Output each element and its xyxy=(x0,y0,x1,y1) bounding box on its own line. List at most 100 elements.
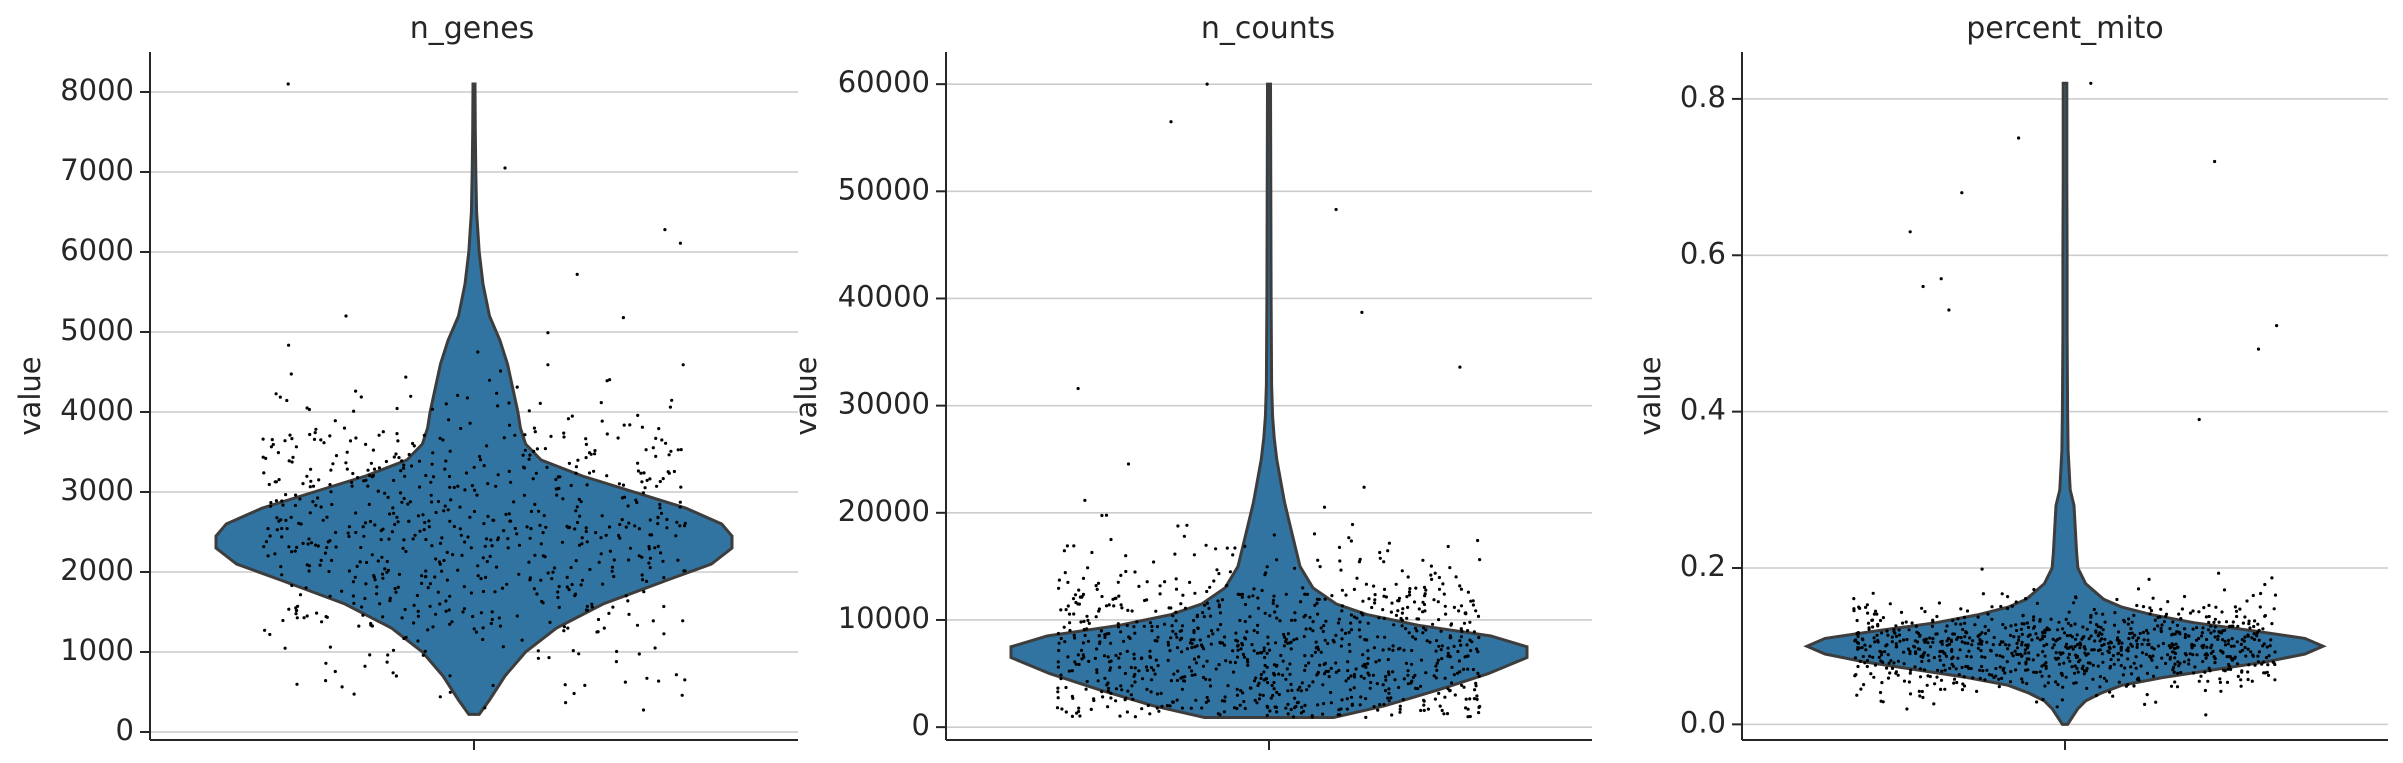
data-point xyxy=(1410,662,1414,666)
data-point xyxy=(1099,629,1103,633)
data-point xyxy=(2240,670,2244,674)
data-point xyxy=(340,685,344,689)
data-point xyxy=(1921,695,1925,700)
data-point xyxy=(399,469,403,473)
data-point xyxy=(2011,654,2015,658)
data-point xyxy=(2117,680,2121,684)
data-point xyxy=(2061,685,2065,689)
data-point xyxy=(1990,673,1994,677)
data-point xyxy=(1951,619,1955,623)
data-point xyxy=(2154,700,2158,704)
data-point xyxy=(1475,694,1479,698)
data-point xyxy=(544,525,548,529)
data-point xyxy=(1118,652,1122,656)
data-point xyxy=(2089,613,2093,618)
data-point xyxy=(1129,693,1133,697)
data-point xyxy=(567,588,571,592)
data-point xyxy=(1243,544,1247,549)
data-point xyxy=(2010,604,2014,608)
data-point xyxy=(1875,633,1879,637)
data-point xyxy=(578,514,582,518)
data-point xyxy=(285,398,289,403)
data-point xyxy=(1346,676,1351,680)
data-point xyxy=(1939,640,1943,644)
data-point xyxy=(2007,643,2011,647)
data-point xyxy=(2089,81,2093,85)
data-point xyxy=(2088,620,2093,624)
data-point xyxy=(1421,558,1425,562)
data-point xyxy=(446,508,450,512)
data-point xyxy=(2008,633,2013,638)
data-point xyxy=(1275,616,1279,620)
data-point xyxy=(2209,646,2213,650)
data-point xyxy=(2273,650,2277,654)
data-point xyxy=(1435,668,1439,673)
data-point xyxy=(284,493,288,497)
data-point xyxy=(291,455,295,459)
data-point xyxy=(1139,656,1143,661)
data-point xyxy=(1367,597,1371,601)
data-point xyxy=(448,449,452,453)
data-point xyxy=(324,679,328,683)
data-point xyxy=(1278,619,1282,623)
data-point xyxy=(392,478,396,482)
data-point xyxy=(1954,667,1958,671)
data-point xyxy=(678,505,682,509)
data-point xyxy=(2231,620,2235,624)
data-point xyxy=(1983,624,1987,629)
data-point xyxy=(1265,651,1269,656)
data-point xyxy=(1434,649,1438,653)
data-point xyxy=(1407,590,1412,594)
data-point xyxy=(536,656,541,660)
data-point xyxy=(2044,661,2048,665)
data-point xyxy=(1381,683,1385,687)
data-point xyxy=(1169,679,1173,683)
data-point xyxy=(1361,653,1365,657)
data-point xyxy=(1145,580,1149,584)
data-point xyxy=(472,627,476,631)
data-point xyxy=(2195,626,2199,630)
data-point xyxy=(2020,677,2024,681)
data-point xyxy=(2232,644,2236,648)
data-point xyxy=(1235,655,1240,659)
data-point xyxy=(1263,663,1267,668)
data-point xyxy=(1220,699,1224,703)
data-point xyxy=(1915,640,1920,644)
data-point xyxy=(1873,640,1877,644)
data-point xyxy=(2082,672,2086,676)
data-point xyxy=(1860,646,1864,650)
data-point xyxy=(575,505,579,509)
data-point xyxy=(1262,649,1266,653)
data-point xyxy=(2034,670,2039,675)
data-point xyxy=(1370,605,1374,610)
data-point xyxy=(1373,598,1377,602)
data-point xyxy=(533,502,537,506)
data-point xyxy=(567,461,572,465)
data-point xyxy=(1423,592,1427,596)
data-point xyxy=(2262,660,2266,664)
data-point xyxy=(1231,553,1235,557)
data-point xyxy=(1462,621,1467,625)
data-point xyxy=(1459,604,1464,608)
data-point xyxy=(1926,674,1930,678)
data-point xyxy=(1288,662,1292,666)
data-point xyxy=(290,550,294,554)
data-point xyxy=(329,490,333,494)
data-point xyxy=(2067,610,2071,614)
data-point xyxy=(636,469,641,473)
data-point xyxy=(662,576,666,580)
data-point xyxy=(2179,670,2183,675)
data-point xyxy=(1149,666,1154,670)
data-point xyxy=(1299,711,1304,715)
data-point xyxy=(2222,588,2227,592)
data-point xyxy=(2056,637,2060,642)
data-point xyxy=(2233,605,2237,609)
data-point xyxy=(610,569,614,573)
data-point xyxy=(475,493,479,497)
data-point xyxy=(2211,649,2215,654)
data-point xyxy=(1990,617,1994,621)
data-point xyxy=(268,534,272,538)
data-point xyxy=(388,596,392,600)
data-point xyxy=(1207,606,1211,611)
data-point xyxy=(274,499,278,503)
